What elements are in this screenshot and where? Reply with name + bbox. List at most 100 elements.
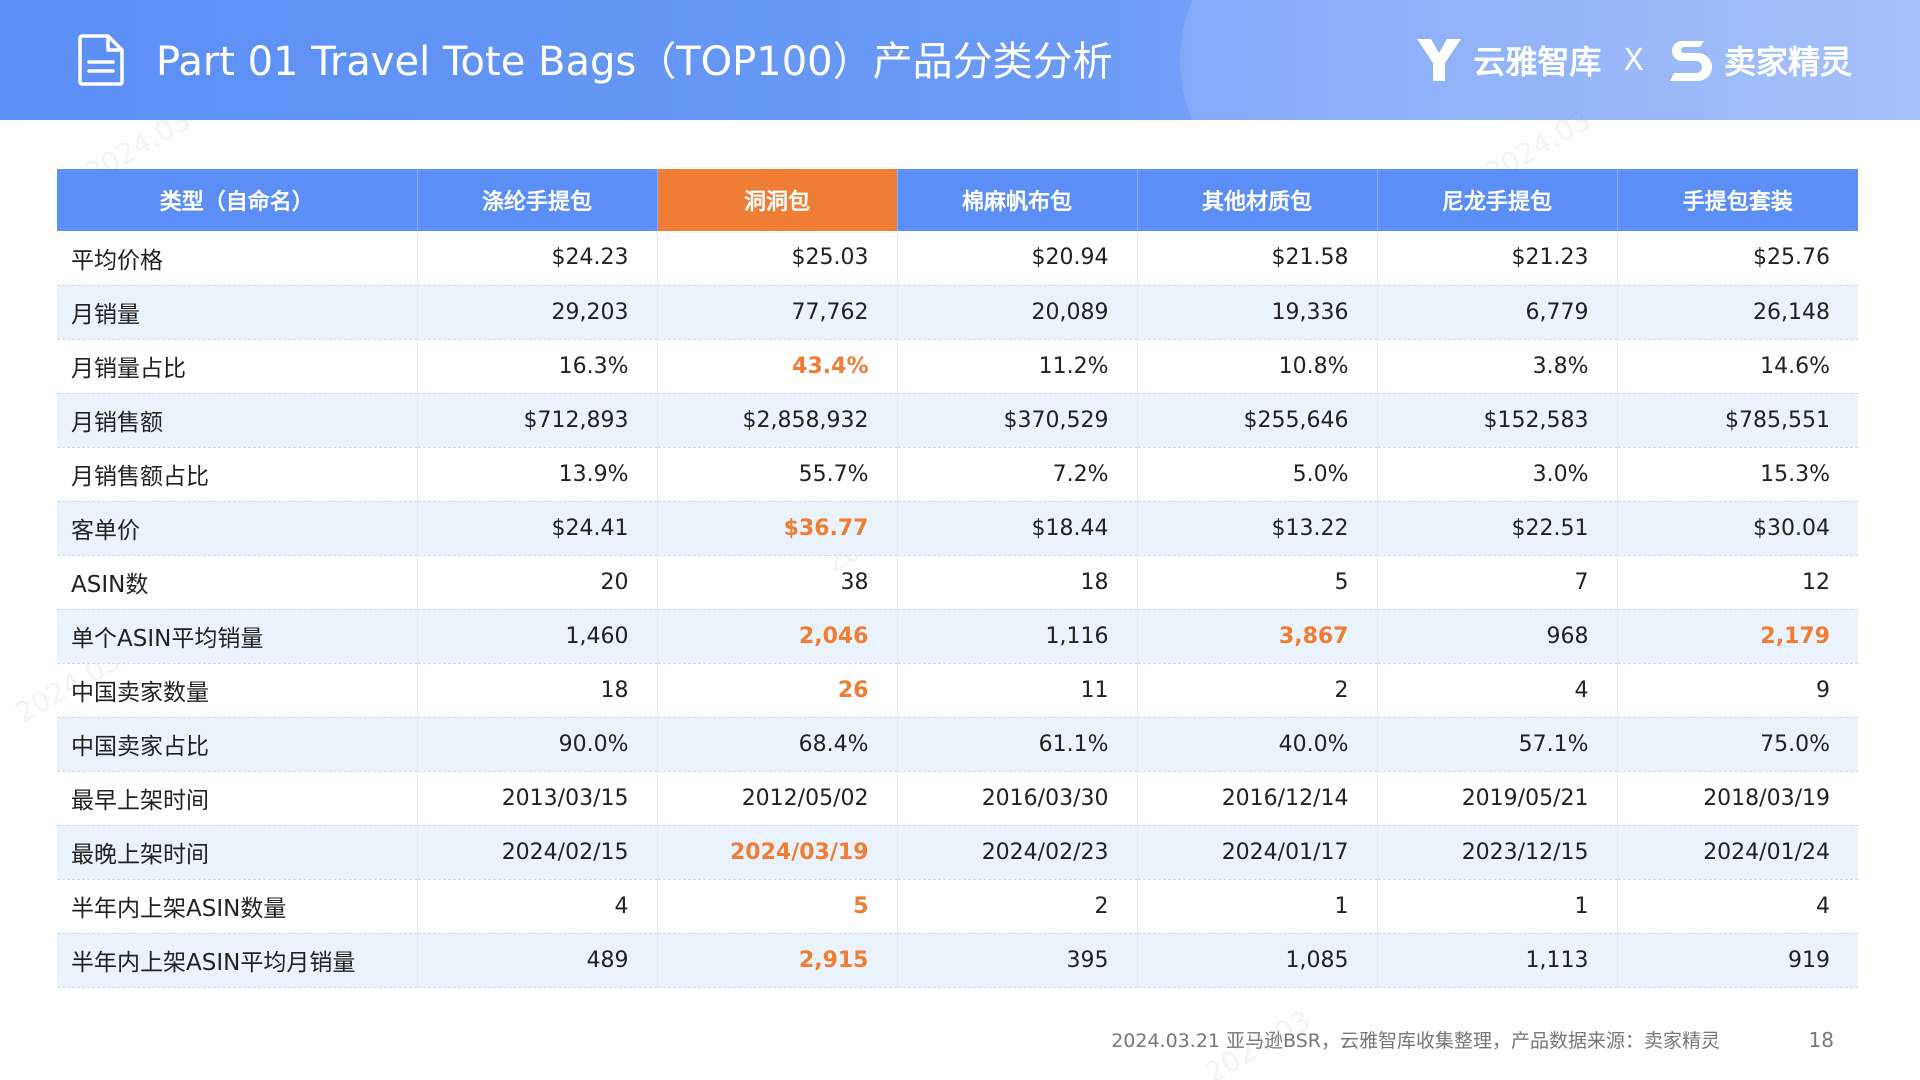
table-cell: 5.0% [1137, 447, 1378, 502]
table-cell: 75.0% [1617, 717, 1858, 772]
column-header: 手提包套装 [1617, 169, 1858, 231]
table-cell: 10.8% [1137, 339, 1378, 394]
yunya-logo-icon [1417, 39, 1462, 81]
row-label: 月销售额占比 [57, 447, 418, 502]
row-label: 单个ASIN平均销量 [57, 609, 418, 664]
table-cell: 26 [657, 663, 898, 718]
table-cell: $712,893 [417, 393, 658, 448]
logo-separator: X [1623, 42, 1644, 78]
table-cell: 19,336 [1137, 285, 1378, 340]
table-row: 最晚上架时间 2024/02/15 2024/03/19 2024/02/23 2024… [57, 825, 1858, 880]
table-cell: 14.6% [1617, 339, 1858, 394]
table-cell: 2013/03/15 [417, 771, 658, 826]
table-cell: 2012/05/02 [657, 771, 898, 826]
logo-right-text: 卖家精灵 [1723, 43, 1852, 81]
table-cell: $370,529 [897, 393, 1138, 448]
column-header: 尼龙手提包 [1377, 169, 1618, 231]
row-label: 中国卖家数量 [57, 663, 418, 718]
logo-left-text: 云雅智库 [1473, 43, 1602, 81]
table-cell: 55.7% [657, 447, 898, 502]
table-cell: 3.0% [1377, 447, 1618, 502]
column-header: 棉麻帆布包 [897, 169, 1138, 231]
row-label: 月销售额 [57, 393, 418, 448]
category-analysis-table: 类型（自命名） 涤纶手提包 洞洞包 棉麻帆布包 其他材质包 尼龙手提包 手提包套装 平均价格… [57, 169, 1858, 988]
table-cell: $21.58 [1137, 231, 1378, 286]
table-cell: 90.0% [417, 717, 658, 772]
page-title: Part 01 Travel Tote Bags（TOP100）产品分类分析 [156, 39, 1113, 85]
column-header: 涤纶手提包 [417, 169, 658, 231]
table-cell: 5 [657, 879, 898, 934]
table-row: 客单价 $24.41 $36.77 $18.44 $13.22 $22.51 $30.04 [57, 501, 1858, 556]
table-cell: $785,551 [1617, 393, 1858, 448]
table-cell: 16.3% [417, 339, 658, 394]
table-cell: $24.41 [417, 501, 658, 556]
table-cell: $21.23 [1377, 231, 1618, 286]
table-row: 半年内上架ASIN数量 4 5 2 1 1 4 [57, 879, 1858, 934]
table-cell: 26,148 [1617, 285, 1858, 340]
table-cell: 2016/12/14 [1137, 771, 1378, 826]
seller-sprite-logo-icon [1669, 41, 1712, 81]
table-cell: $2,858,932 [657, 393, 898, 448]
table-cell: 20 [417, 555, 658, 610]
source-note: 2024.03.21 亚马逊BSR，云雅智库收集整理，产品数据来源：卖家精灵 [1111, 1030, 1720, 1052]
table-cell: 2024/03/19 [657, 825, 898, 880]
row-label: 平均价格 [57, 231, 418, 286]
table-cell: 2,046 [657, 609, 898, 664]
table-cell: $152,583 [1377, 393, 1618, 448]
table-cell: 29,203 [417, 285, 658, 340]
table-row: 中国卖家占比 90.0% 68.4% 61.1% 40.0% 57.1% 75.0% [57, 717, 1858, 772]
document-icon [78, 34, 124, 86]
table-cell: 2024/02/23 [897, 825, 1138, 880]
table-cell: 43.4% [657, 339, 898, 394]
column-header: 其他材质包 [1137, 169, 1378, 231]
table-cell: 2024/01/24 [1617, 825, 1858, 880]
table-cell: 7 [1377, 555, 1618, 610]
table-cell: 1,113 [1377, 933, 1618, 988]
table-cell: $22.51 [1377, 501, 1618, 556]
table-cell: 2,179 [1617, 609, 1858, 664]
table-row: ASIN数 20 38 18 5 7 12 [57, 555, 1858, 610]
table-cell: 18 [417, 663, 658, 718]
table-cell: $36.77 [657, 501, 898, 556]
header-sheen [1180, 0, 1920, 120]
table-cell: 57.1% [1377, 717, 1618, 772]
table-row: 月销量 29,203 77,762 20,089 19,336 6,779 26,148 [57, 285, 1858, 340]
table-row: 月销售额占比 13.9% 55.7% 7.2% 5.0% 3.0% 15.3% [57, 447, 1858, 502]
column-header: 洞洞包 [657, 169, 898, 231]
table-row: 单个ASIN平均销量 1,460 2,046 1,116 3,867 968 2,179 [57, 609, 1858, 664]
table-cell: 68.4% [657, 717, 898, 772]
row-label: 半年内上架ASIN平均月销量 [57, 933, 418, 988]
table-cell: $25.03 [657, 231, 898, 286]
table-cell: $24.23 [417, 231, 658, 286]
table-cell: 2019/05/21 [1377, 771, 1618, 826]
table-cell: 3.8% [1377, 339, 1618, 394]
table-cell: 3,867 [1137, 609, 1378, 664]
table-cell: 15.3% [1617, 447, 1858, 502]
table-cell: 968 [1377, 609, 1618, 664]
table-cell: 4 [1377, 663, 1618, 718]
table-cell: $255,646 [1137, 393, 1378, 448]
table-cell: 2 [1137, 663, 1378, 718]
table-cell: 11 [897, 663, 1138, 718]
table-cell: 38 [657, 555, 898, 610]
column-header: 类型（自命名） [57, 169, 418, 231]
row-label: 客单价 [57, 501, 418, 556]
table-cell: 11.2% [897, 339, 1138, 394]
table-cell: $30.04 [1617, 501, 1858, 556]
table-cell: 919 [1617, 933, 1858, 988]
table-cell: 2018/03/19 [1617, 771, 1858, 826]
table-cell: 395 [897, 933, 1138, 988]
table-row: 最早上架时间 2013/03/15 2012/05/02 2016/03/30 2016… [57, 771, 1858, 826]
table-row: 中国卖家数量 18 26 11 2 4 9 [57, 663, 1858, 718]
table-cell: 9 [1617, 663, 1858, 718]
brand-logos: 云雅智库 X 卖家精灵 [1415, 30, 1852, 90]
table-cell: 77,762 [657, 285, 898, 340]
row-label: 月销量 [57, 285, 418, 340]
table-cell: $13.22 [1137, 501, 1378, 556]
table-cell: 4 [417, 879, 658, 934]
table-cell: 12 [1617, 555, 1858, 610]
table-cell: 1 [1137, 879, 1378, 934]
table-cell: $18.44 [897, 501, 1138, 556]
table-cell: 1,085 [1137, 933, 1378, 988]
table-cell: 6,779 [1377, 285, 1618, 340]
